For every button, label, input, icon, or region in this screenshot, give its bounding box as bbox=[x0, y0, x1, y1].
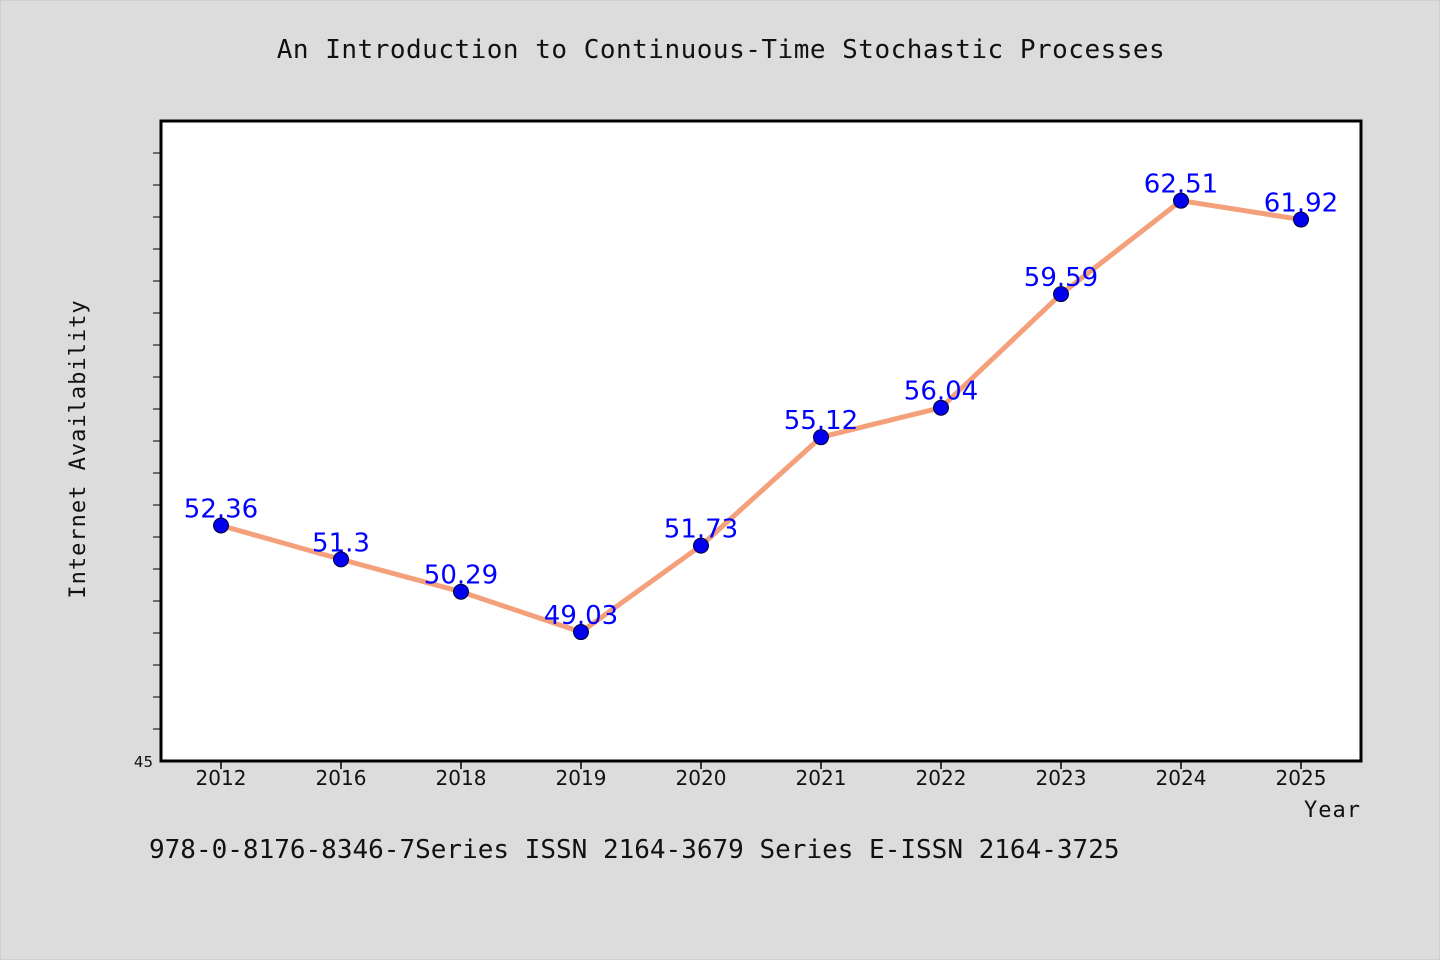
x-tick-label: 2020 bbox=[676, 766, 727, 790]
x-axis-title: Year bbox=[1304, 798, 1361, 823]
isbn-issn-note: 978-0-8176-8346-7Series ISSN 2164-3679 S… bbox=[149, 835, 1120, 865]
data-label: 61.92 bbox=[1264, 189, 1338, 219]
data-point bbox=[1293, 211, 1309, 228]
data-point bbox=[333, 551, 349, 568]
plot-area bbox=[159, 119, 1363, 763]
data-label: 52.36 bbox=[184, 494, 258, 524]
data-point bbox=[573, 624, 589, 641]
data-label: 55.12 bbox=[784, 406, 858, 436]
data-point bbox=[813, 429, 829, 446]
data-label: 59.59 bbox=[1024, 263, 1098, 293]
x-tick-label: 2023 bbox=[1036, 766, 1087, 790]
x-tick-label: 2016 bbox=[316, 766, 367, 790]
data-point bbox=[213, 517, 229, 534]
x-tick-label: 2022 bbox=[916, 766, 967, 790]
data-point bbox=[1053, 286, 1069, 303]
data-point bbox=[453, 583, 469, 600]
data-label: 56.04 bbox=[904, 377, 978, 407]
data-label: 50.29 bbox=[424, 561, 498, 591]
x-tick-label: 2018 bbox=[436, 766, 487, 790]
data-point bbox=[1173, 192, 1189, 209]
data-point bbox=[933, 399, 949, 416]
chart-title: An Introduction to Continuous-Time Stoch… bbox=[276, 35, 1166, 65]
x-tick-label: 2021 bbox=[796, 766, 847, 790]
x-tick-label: 2024 bbox=[1156, 766, 1207, 790]
data-label: 51.73 bbox=[664, 515, 738, 545]
data-label: 62.51 bbox=[1144, 170, 1218, 200]
y-tick-label: 45 bbox=[134, 753, 153, 771]
y-axis-title: Internet Availability bbox=[66, 299, 91, 598]
data-label: 49.03 bbox=[544, 601, 618, 631]
x-tick-label: 2012 bbox=[196, 766, 247, 790]
data-label: 51.3 bbox=[312, 528, 370, 558]
series-line bbox=[218, 198, 1304, 635]
data-point bbox=[693, 537, 709, 554]
x-tick-label: 2025 bbox=[1276, 766, 1327, 790]
x-tick-label: 2019 bbox=[556, 766, 607, 790]
